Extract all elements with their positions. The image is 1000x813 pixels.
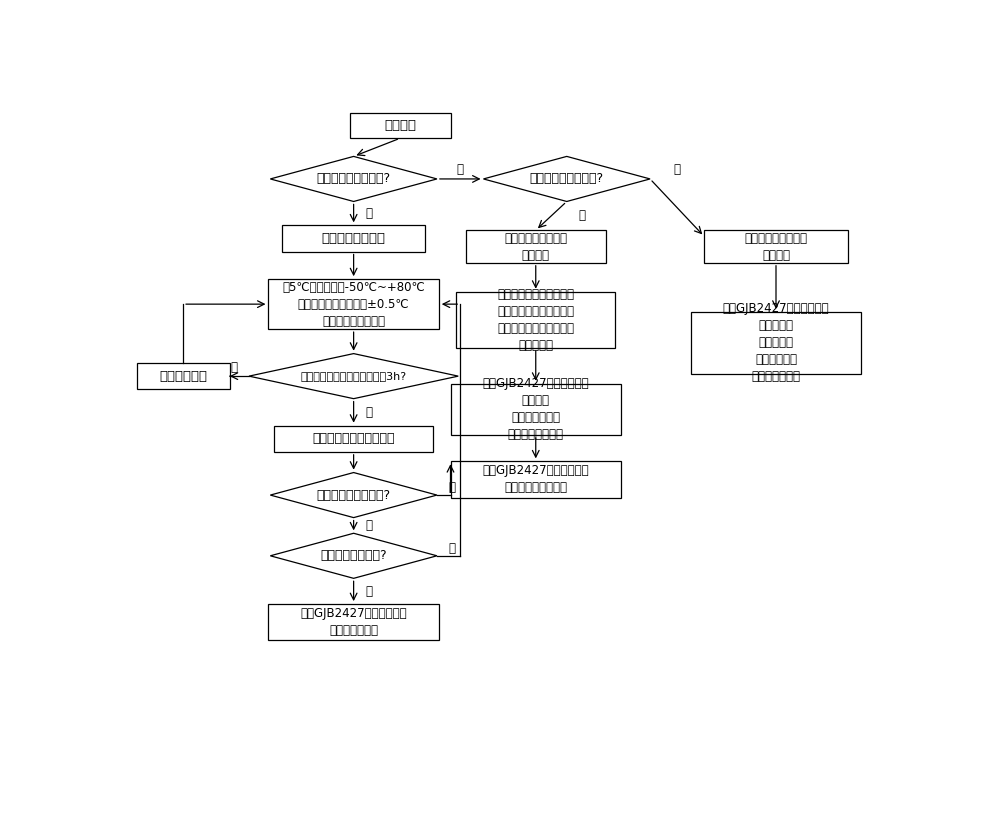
Text: 否: 否 xyxy=(449,541,456,554)
Text: 根据GJB2427规定公式计算
标度因数温度灵敏度: 根据GJB2427规定公式计算 标度因数温度灵敏度 xyxy=(482,464,589,494)
Polygon shape xyxy=(270,472,437,518)
Bar xyxy=(691,311,861,374)
Text: 否: 否 xyxy=(365,519,372,532)
Bar xyxy=(274,425,433,452)
Text: 以5℃为间隔，在-50℃~+80℃
范围内寻找温度稳定在±0.5℃
范围内的恒温时间段: 以5℃为间隔，在-50℃~+80℃ 范围内寻找温度稳定在±0.5℃ 范围内的恒温… xyxy=(282,280,425,328)
Text: 测试项目与标度相关?: 测试项目与标度相关? xyxy=(530,172,604,185)
Bar xyxy=(137,363,230,389)
Text: 测试项目与温度相关?: 测试项目与温度相关? xyxy=(317,172,391,185)
Polygon shape xyxy=(483,156,650,202)
Text: 否: 否 xyxy=(230,362,237,375)
Text: 是: 是 xyxy=(365,585,372,598)
Bar xyxy=(466,230,606,263)
Text: 读取数据: 读取数据 xyxy=(384,120,416,133)
Bar xyxy=(451,384,621,435)
Text: 是: 是 xyxy=(365,207,372,220)
Polygon shape xyxy=(270,533,437,578)
Bar xyxy=(456,292,615,348)
Text: 是: 是 xyxy=(578,210,585,223)
Bar xyxy=(704,230,848,263)
Text: 根据GJB2427规定公式计算
零偏温度灵敏度: 根据GJB2427规定公式计算 零偏温度灵敏度 xyxy=(300,607,407,637)
Bar xyxy=(268,604,439,641)
Text: 否: 否 xyxy=(457,163,464,176)
Polygon shape xyxy=(270,156,437,202)
Text: 提取数据中的温度: 提取数据中的温度 xyxy=(322,232,386,245)
Bar xyxy=(282,225,425,251)
Text: 测试项目与标度相关?: 测试项目与标度相关? xyxy=(317,489,391,502)
Text: 是: 是 xyxy=(365,406,372,419)
Text: 否: 否 xyxy=(674,163,681,176)
Bar xyxy=(268,279,439,329)
Text: 根据GJB2427规定公式计算
标度因数
标度因数重复性
标度因数非线性度: 根据GJB2427规定公式计算 标度因数 标度因数重复性 标度因数非线性度 xyxy=(482,377,589,441)
Bar xyxy=(350,113,450,138)
Text: 根据GJB2427规定公式计算
零偏稳定性
零偏重复性
随机游走系数
零偏磁场灵敏度: 根据GJB2427规定公式计算 零偏稳定性 零偏重复性 随机游走系数 零偏磁场灵… xyxy=(723,302,829,384)
Text: 满足要求的时间连续，且超过3h?: 满足要求的时间连续，且超过3h? xyxy=(301,371,407,381)
Polygon shape xyxy=(249,354,458,398)
Text: 是: 是 xyxy=(449,481,456,494)
Bar xyxy=(451,461,621,498)
Text: 已找出全部恒温段?: 已找出全部恒温段? xyxy=(320,550,387,563)
Text: 按照用户输入的载体转动
信息，将不同转速下的陀
螺仪输出脉冲数据按照转
速分段保存: 按照用户输入的载体转动 信息，将不同转速下的陀 螺仪输出脉冲数据按照转 速分段保… xyxy=(497,288,574,352)
Text: 提取数据中的陀螺仪
输出脉冲: 提取数据中的陀螺仪 输出脉冲 xyxy=(744,232,808,262)
Text: 提取数据中的陀螺仪
输出脉冲: 提取数据中的陀螺仪 输出脉冲 xyxy=(504,232,567,262)
Text: 保存该段陀螺仪输出数据: 保存该段陀螺仪输出数据 xyxy=(312,433,395,446)
Text: 舍弃该段数据: 舍弃该段数据 xyxy=(159,370,207,383)
